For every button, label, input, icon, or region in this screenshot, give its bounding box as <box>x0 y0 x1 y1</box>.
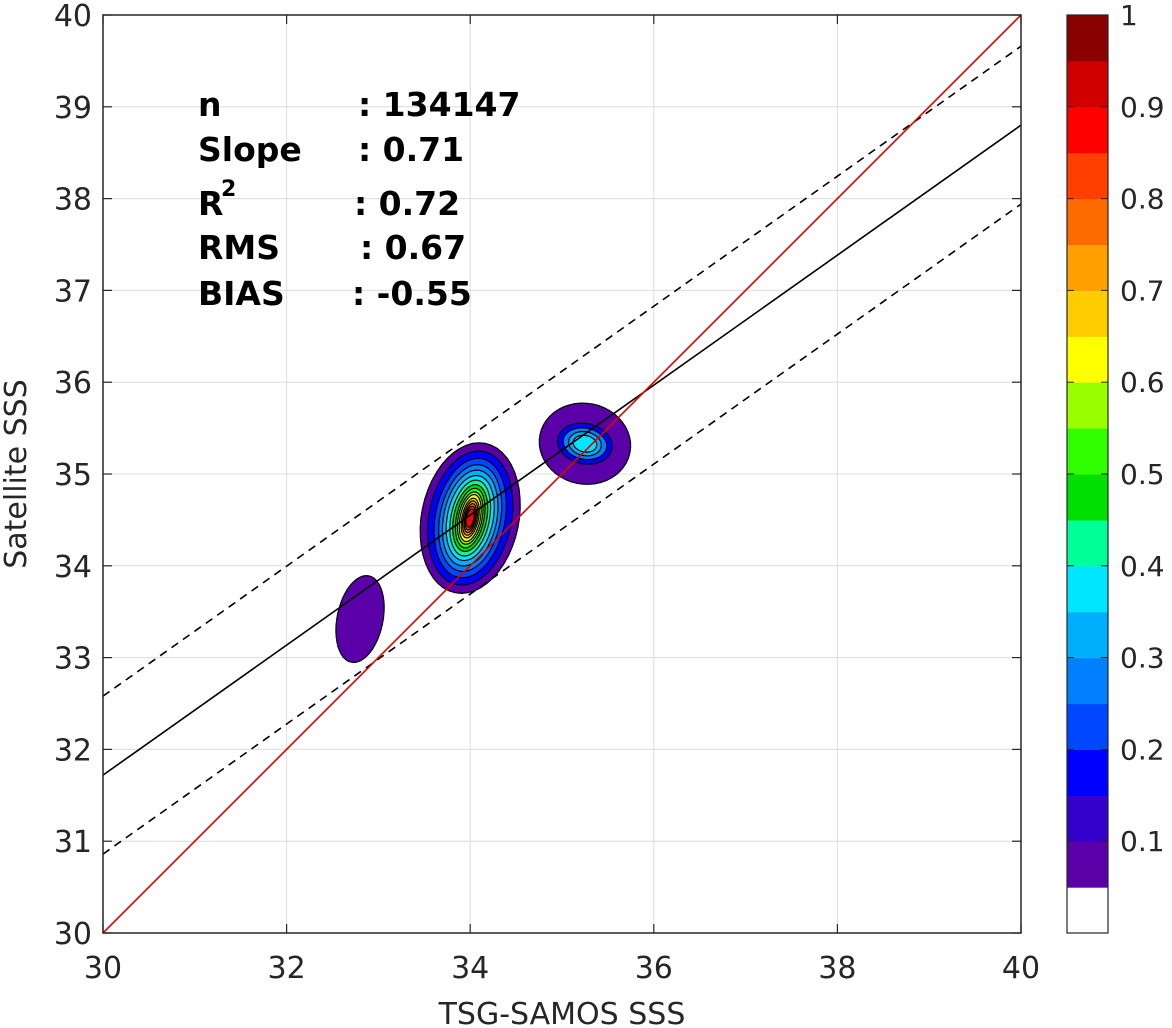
colorbar-tick-label: 0.4 <box>1120 550 1165 583</box>
colorbar-segment <box>1067 887 1108 934</box>
colorbar-segment <box>1067 841 1108 888</box>
line-fit-upper <box>103 45 1021 697</box>
colorbar-tick-label: 0.8 <box>1120 183 1165 216</box>
stat-n-value: : 134147 <box>358 85 520 124</box>
colorbar-segment <box>1067 611 1108 659</box>
colorbar-tick-label: 0.1 <box>1120 825 1165 858</box>
colorbar-segment <box>1067 60 1108 108</box>
colorbar-segment <box>1067 198 1108 246</box>
y-tick-label: 40 <box>54 0 92 34</box>
regression-lines <box>103 15 1021 933</box>
axis-ticks: 30 32 34 36 38 40 30 31 32 33 34 35 36 37 38 39 40 <box>54 0 1040 986</box>
y-tick-label: 34 <box>54 550 92 585</box>
colorbar-tick-label: 0.9 <box>1120 91 1165 124</box>
colorbar-segment <box>1067 290 1108 337</box>
stat-r2-label: R <box>198 184 223 223</box>
colorbar-segment <box>1067 474 1108 521</box>
colorbar-segment <box>1067 382 1108 429</box>
colorbar-segment <box>1067 565 1108 613</box>
line-one-to-one <box>103 15 1021 933</box>
line-fit <box>103 124 1021 776</box>
stat-bias-value: : -0.55 <box>352 274 472 313</box>
y-tick-label: 32 <box>54 733 92 768</box>
colorbar-tick-label: 0.6 <box>1120 366 1165 399</box>
y-axis-label: Satellite SSS <box>0 379 34 569</box>
stat-slope-label: Slope <box>198 130 302 169</box>
stat-slope-value: : 0.71 <box>358 130 464 169</box>
density-contour <box>335 574 385 664</box>
y-tick-label: 36 <box>54 366 92 401</box>
x-tick-label: 30 <box>84 951 122 986</box>
stat-rms-label: RMS <box>198 228 280 267</box>
stat-bias-label: BIAS <box>198 274 285 313</box>
stat-r2-value: : 0.72 <box>354 184 460 223</box>
colorbar: 1 0.9 0.8 0.7 0.6 0.5 0.4 0.3 0.2 0.1 <box>1066 0 1165 934</box>
colorbar-segment <box>1067 106 1108 154</box>
colorbar-segment <box>1067 795 1108 842</box>
y-tick-label: 39 <box>54 91 92 126</box>
colorbar-segment <box>1067 428 1108 475</box>
x-tick-label: 36 <box>635 951 673 986</box>
colorbar-tick-label: 0.2 <box>1120 733 1165 766</box>
y-tick-label: 38 <box>54 183 92 218</box>
colorbar-segment <box>1067 15 1108 62</box>
stats-annotation: n : 134147 Slope : 0.71 R 2 : 0.72 RMS :… <box>198 85 520 313</box>
colorbar-tick-label: 0.7 <box>1120 274 1165 307</box>
x-tick-label: 38 <box>818 951 856 986</box>
x-tick-label: 32 <box>268 951 306 986</box>
colorbar-tick-label: 1 <box>1120 0 1138 32</box>
line-fit-lower <box>103 203 1021 855</box>
colorbar-segment <box>1067 749 1108 796</box>
x-axis-label: TSG-SAMOS SSS <box>438 997 686 1028</box>
colorbar-segment <box>1067 657 1108 705</box>
x-tick-label: 40 <box>1002 951 1040 986</box>
y-tick-label: 31 <box>54 825 92 860</box>
colorbar-segment <box>1067 244 1108 291</box>
colorbar-tick-label: 0.3 <box>1120 642 1165 675</box>
stat-n-label: n <box>198 85 222 124</box>
colorbar-segment <box>1067 519 1108 567</box>
y-tick-label: 30 <box>54 917 92 952</box>
colorbar-tick-label: 0.5 <box>1120 458 1165 491</box>
stat-rms-value: : 0.67 <box>360 228 466 267</box>
colorbar-segment <box>1067 152 1108 200</box>
stat-r2-superscript: 2 <box>221 177 236 202</box>
colorbar-segment <box>1067 336 1108 383</box>
y-tick-label: 37 <box>54 274 92 309</box>
colorbar-segment <box>1067 703 1108 750</box>
y-tick-label: 33 <box>54 642 92 677</box>
y-tick-label: 35 <box>54 458 92 493</box>
x-tick-label: 34 <box>451 951 489 986</box>
